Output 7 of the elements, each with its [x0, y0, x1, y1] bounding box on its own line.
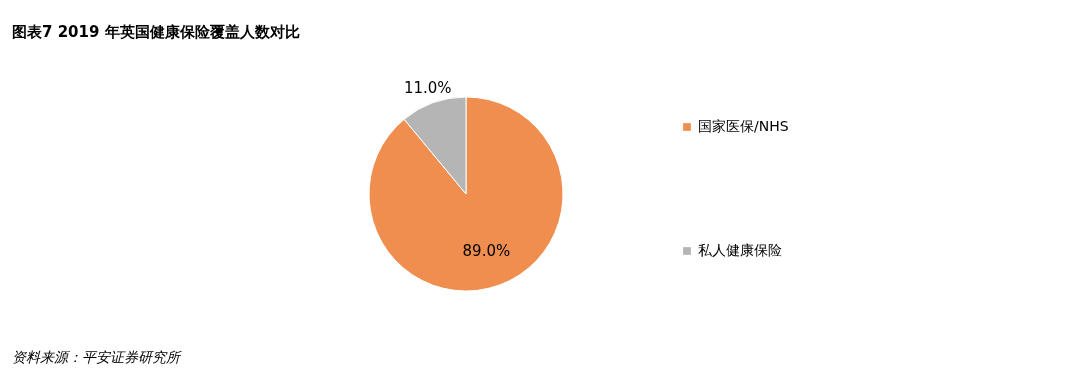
data-label: 89.0%: [462, 241, 511, 260]
text: 图表7 2019 年英国健康保险覆盖人数对比: [12, 23, 300, 41]
legend-label: 私人健康保险: [698, 242, 782, 258]
pie-slice: [368, 96, 564, 292]
text: 资料来源：平安证券研究所: [12, 349, 182, 365]
legend-label: 国家医保/NHS: [698, 118, 789, 134]
data-label: 11.0%: [403, 78, 452, 97]
